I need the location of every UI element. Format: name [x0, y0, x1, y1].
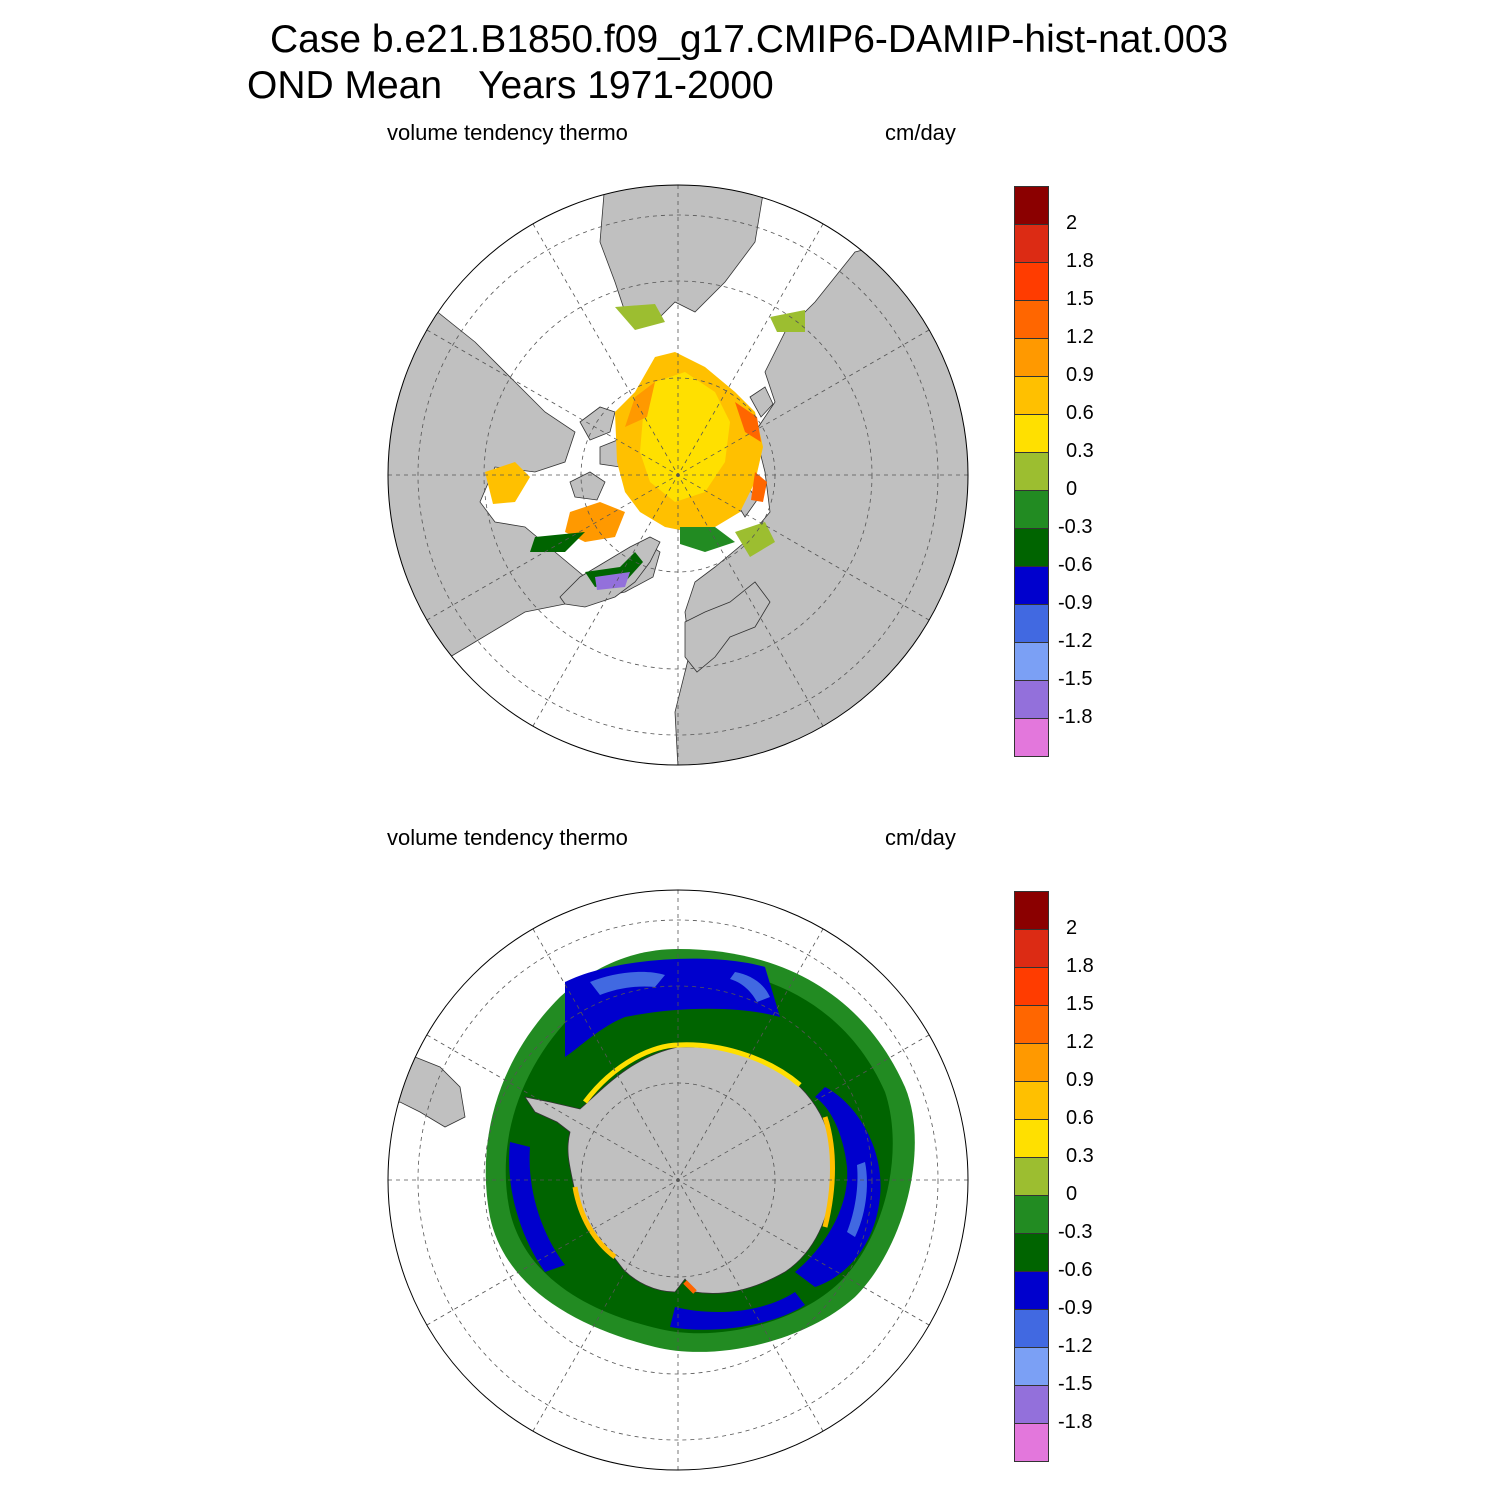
- antarctic-polar-map: [387, 889, 969, 1471]
- colorbar-tick-label: -1.8: [1058, 706, 1093, 728]
- colorbar-swatch: [1014, 186, 1049, 224]
- colorbar-swatch: [1014, 718, 1049, 757]
- colorbar-tick-label: 1.5: [1066, 288, 1094, 310]
- colorbar-tick-label: 1.5: [1066, 993, 1094, 1015]
- arctic-panel: volume tendency thermo cm/day: [0, 0, 1500, 766]
- map-border: [387, 889, 969, 1471]
- map-border: [387, 184, 969, 766]
- colorbar-swatch: [1014, 642, 1049, 680]
- colorbar-swatch: [1014, 1195, 1049, 1233]
- colorbar-tick-label: 1.8: [1066, 250, 1094, 272]
- colorbar-swatch: [1014, 1309, 1049, 1347]
- colorbar-tick-label: 0.3: [1066, 1145, 1094, 1167]
- colorbar-swatch: [1014, 1043, 1049, 1081]
- colorbar-swatch: [1014, 300, 1049, 338]
- colorbar-tick-label: 1.8: [1066, 955, 1094, 977]
- colorbar-tick-label: -0.9: [1058, 592, 1093, 614]
- colorbar-swatch: [1014, 1347, 1049, 1385]
- variable-label: volume tendency thermo: [387, 120, 628, 145]
- arctic-polar-map: [387, 184, 969, 766]
- colorbar-swatch: [1014, 1157, 1049, 1195]
- colorbar-swatch: [1014, 490, 1049, 528]
- colorbar-swatch: [1014, 891, 1049, 929]
- years-label: Years 1971-2000: [478, 64, 774, 107]
- colorbar-tick-label: 0.6: [1066, 402, 1094, 424]
- colorbar-tick-label: 0: [1066, 478, 1078, 500]
- colorbar-swatch: [1014, 262, 1049, 300]
- colorbar-swatch: [1014, 566, 1049, 604]
- colorbar-tick-label: 2: [1066, 917, 1078, 939]
- antarctic-panel: volume tendency thermo cm/day: [0, 705, 1500, 1471]
- colorbar-tick-label: -0.3: [1058, 516, 1093, 538]
- colorbar: [1014, 186, 1049, 757]
- colorbar-tick-label: -1.2: [1058, 1335, 1093, 1357]
- units-label: cm/day: [885, 825, 956, 850]
- colorbar-tick-label: 0.6: [1066, 1107, 1094, 1129]
- colorbar-tick-label: -0.6: [1058, 554, 1093, 576]
- colorbar-swatch: [1014, 376, 1049, 414]
- colorbar: [1014, 891, 1049, 1462]
- colorbar-tick-label: 0.9: [1066, 364, 1094, 386]
- colorbar-swatch: [1014, 1119, 1049, 1157]
- colorbar-swatch: [1014, 414, 1049, 452]
- colorbar-tick-label: -1.5: [1058, 1373, 1093, 1395]
- colorbar-swatch: [1014, 452, 1049, 490]
- colorbar-tick-label: -1.2: [1058, 630, 1093, 652]
- colorbar-swatch: [1014, 967, 1049, 1005]
- graticule: [388, 185, 968, 765]
- colorbar-tick-label: 1.2: [1066, 326, 1094, 348]
- colorbar-swatch: [1014, 338, 1049, 376]
- colorbar-swatch: [1014, 1385, 1049, 1423]
- colorbar-swatch: [1014, 1081, 1049, 1119]
- variable-label: volume tendency thermo: [387, 825, 628, 850]
- graticule: [388, 890, 968, 1470]
- colorbar-swatch: [1014, 224, 1049, 262]
- units-label: cm/day: [885, 120, 956, 145]
- colorbar-tick-label: -0.6: [1058, 1259, 1093, 1281]
- colorbar-tick-label: 0.3: [1066, 440, 1094, 462]
- colorbar-tick-label: -1.8: [1058, 1411, 1093, 1433]
- colorbar-swatch: [1014, 528, 1049, 566]
- season-label: OND Mean: [247, 64, 443, 107]
- colorbar-tick-label: 0.9: [1066, 1069, 1094, 1091]
- colorbar-swatch: [1014, 1233, 1049, 1271]
- colorbar-tick-label: 0: [1066, 1183, 1078, 1205]
- colorbar-swatch: [1014, 929, 1049, 967]
- colorbar-tick-label: 1.2: [1066, 1031, 1094, 1053]
- figure-title: Case b.e21.B1850.f09_g17.CMIP6-DAMIP-his…: [270, 18, 1229, 61]
- colorbar-tick-label: -1.5: [1058, 668, 1093, 690]
- figure-subtitle: OND Mean Years 1971-2000: [247, 64, 774, 108]
- colorbar-tick-label: -0.3: [1058, 1221, 1093, 1243]
- colorbar-swatch: [1014, 604, 1049, 642]
- colorbar-swatch: [1014, 1423, 1049, 1462]
- colorbar-swatch: [1014, 1005, 1049, 1043]
- colorbar-swatch: [1014, 1271, 1049, 1309]
- colorbar-tick-label: -0.9: [1058, 1297, 1093, 1319]
- ice-tendency-field: [485, 304, 805, 590]
- colorbar-tick-label: 2: [1066, 212, 1078, 234]
- colorbar-swatch: [1014, 680, 1049, 718]
